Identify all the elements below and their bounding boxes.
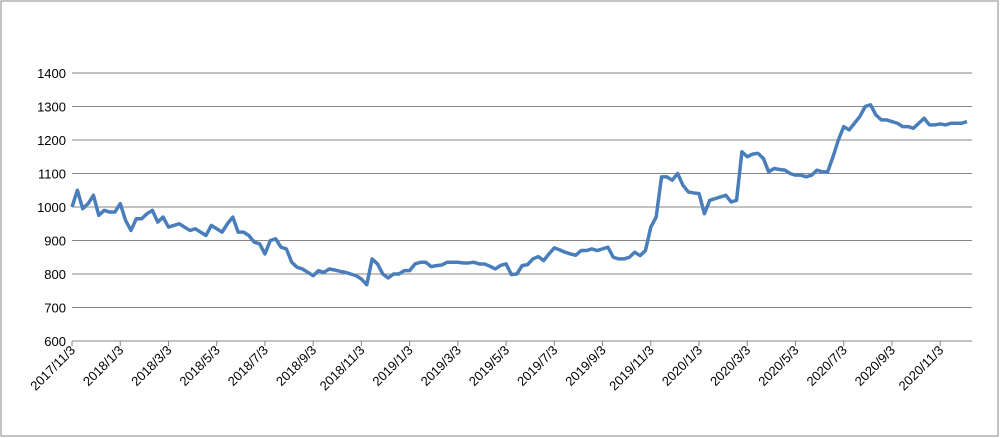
y-tick-label: 1300 [37, 100, 66, 115]
y-tick-label: 600 [44, 334, 66, 349]
y-tick-label: 1400 [37, 66, 66, 81]
y-tick-label: 1000 [37, 200, 66, 215]
y-tick-label: 800 [44, 267, 66, 282]
y-tick-label: 1100 [38, 167, 66, 182]
y-tick-label: 700 [44, 301, 66, 316]
y-tick-label: 1200 [37, 133, 66, 148]
y-tick-label: 900 [44, 234, 66, 249]
data-line [70, 103, 968, 287]
